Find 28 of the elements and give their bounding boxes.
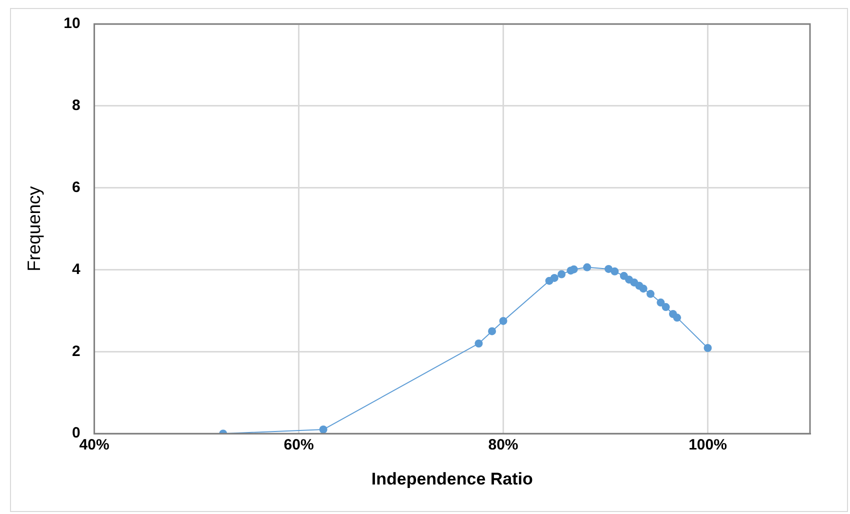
- y-tick-label: 6: [72, 178, 80, 196]
- y-tick-label: 2: [72, 342, 80, 360]
- x-tick-label: 80%: [488, 436, 518, 454]
- point: [558, 270, 566, 278]
- y-tick-label: 10: [64, 15, 80, 32]
- y-tick-label: 4: [72, 260, 81, 278]
- point: [646, 290, 654, 298]
- y-axis-title: Frequency: [24, 186, 44, 272]
- point: [662, 303, 670, 312]
- point: [704, 344, 712, 352]
- point: [673, 314, 682, 322]
- point: [488, 327, 496, 336]
- point: [474, 339, 483, 348]
- point: [610, 267, 619, 276]
- point: [550, 274, 558, 282]
- point: [583, 263, 592, 272]
- point: [656, 298, 665, 307]
- y-tick-label: 0: [72, 424, 80, 442]
- x-tick-label: 60%: [284, 436, 314, 454]
- point: [499, 316, 508, 325]
- x-tick-label: 40%: [79, 436, 110, 454]
- x-tick-label: 100%: [688, 436, 727, 454]
- x-axis-title: Independence Ratio: [371, 469, 533, 488]
- point: [639, 284, 648, 293]
- y-tick-label: 8: [72, 97, 80, 114]
- point: [319, 426, 328, 434]
- point: [570, 265, 578, 274]
- point: [604, 264, 613, 273]
